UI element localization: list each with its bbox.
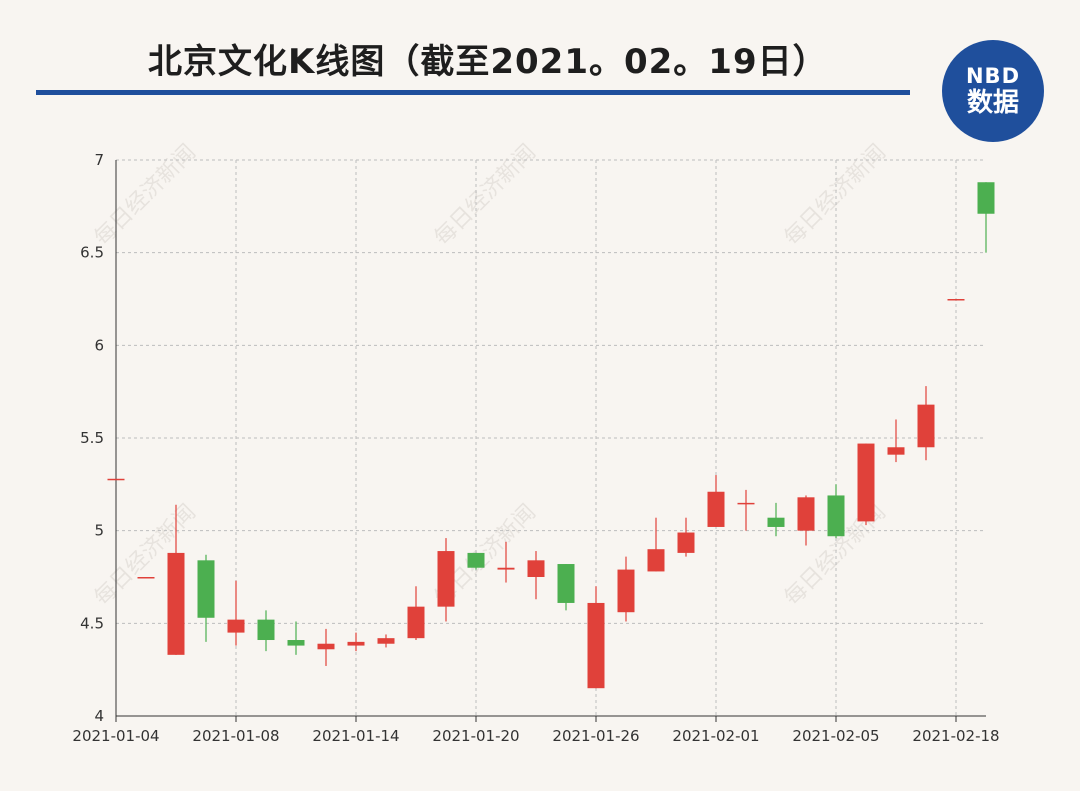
candle xyxy=(107,478,125,481)
candle xyxy=(647,517,665,572)
candle-body xyxy=(407,606,425,639)
candle xyxy=(677,517,695,557)
candle-body xyxy=(107,478,125,481)
candle-body xyxy=(557,564,575,603)
candle-body xyxy=(167,552,185,655)
y-tick-label: 7 xyxy=(94,151,104,169)
candle-body xyxy=(347,641,365,646)
candle xyxy=(587,586,605,689)
candle-body xyxy=(677,532,695,553)
candle-body xyxy=(647,549,665,572)
candle xyxy=(827,484,845,539)
candle-body xyxy=(527,560,545,577)
candle xyxy=(797,495,815,546)
candle xyxy=(287,621,305,655)
watermark-text: 每日经济新闻 xyxy=(780,140,891,251)
candle xyxy=(557,564,575,611)
y-tick-label: 6.5 xyxy=(80,244,104,262)
watermark-text: 每日经济新闻 xyxy=(90,140,201,251)
candle xyxy=(467,552,485,570)
candle xyxy=(617,556,635,622)
candle-body xyxy=(587,602,605,689)
candle xyxy=(917,386,935,461)
candle-body xyxy=(197,560,215,618)
candle xyxy=(137,577,155,579)
x-tick-label: 2021-01-14 xyxy=(312,727,399,745)
candle xyxy=(197,554,215,642)
candle xyxy=(347,632,365,652)
logo-text-top: NBD xyxy=(965,64,1020,88)
candle-body xyxy=(887,447,905,455)
candle-body xyxy=(857,443,875,522)
candle-body xyxy=(737,502,755,505)
candle-body xyxy=(707,491,725,527)
candle-body xyxy=(137,577,155,579)
candle xyxy=(167,504,185,655)
y-tick-label: 5 xyxy=(94,522,104,540)
x-tick-label: 2021-02-18 xyxy=(912,727,999,745)
candle xyxy=(377,634,395,648)
candle-body xyxy=(827,495,845,537)
candle-body xyxy=(287,640,305,646)
x-tick-label: 2021-02-05 xyxy=(792,727,879,745)
candle xyxy=(317,628,335,666)
candle xyxy=(947,299,965,301)
watermark-text: 每日经济新闻 xyxy=(430,140,541,251)
candle xyxy=(527,551,545,600)
candle-body xyxy=(467,552,485,568)
candle-body xyxy=(947,299,965,301)
candle xyxy=(407,586,425,641)
candle-body xyxy=(797,497,815,531)
candle xyxy=(857,443,875,526)
x-tick-label: 2021-01-20 xyxy=(432,727,519,745)
x-tick-label: 2021-01-26 xyxy=(552,727,639,745)
x-tick-label: 2021-01-04 xyxy=(72,727,159,745)
candle-body xyxy=(977,182,995,214)
y-tick-label: 6 xyxy=(94,336,104,354)
candle-body xyxy=(437,551,455,607)
candle-body xyxy=(317,643,335,650)
y-tick-label: 4.5 xyxy=(80,614,104,632)
nbd-logo: NBD 数据 xyxy=(942,40,1044,142)
candle-body xyxy=(767,517,785,527)
candle xyxy=(977,182,995,253)
candle xyxy=(737,489,755,531)
candle xyxy=(257,610,275,652)
candle-body xyxy=(497,567,515,570)
grid-layer xyxy=(116,159,986,716)
candle-body xyxy=(227,619,245,633)
chart-title: 北京文化K线图（截至2021。02。19日） xyxy=(148,42,828,82)
title-underline xyxy=(36,90,910,95)
candle xyxy=(497,541,515,583)
candle-body xyxy=(377,638,395,644)
candle xyxy=(437,538,455,622)
candle xyxy=(707,475,725,527)
candle xyxy=(887,419,905,463)
axes-layer: 4 4.5 5 5.5 6 6.5 7 2021-01-04 2021-01-08 2021-01… xyxy=(72,151,999,745)
candles-layer xyxy=(107,182,995,689)
y-tick-label: 4 xyxy=(94,707,104,725)
candle xyxy=(767,502,785,537)
candle-body xyxy=(617,569,635,613)
y-tick-label: 5.5 xyxy=(80,429,104,447)
candle-body xyxy=(257,619,275,641)
x-tick-label: 2021-01-08 xyxy=(192,727,279,745)
candle-body xyxy=(917,404,935,448)
logo-text-bottom: 数据 xyxy=(966,88,1019,118)
x-tick-label: 2021-02-01 xyxy=(672,727,759,745)
candle xyxy=(227,580,245,646)
